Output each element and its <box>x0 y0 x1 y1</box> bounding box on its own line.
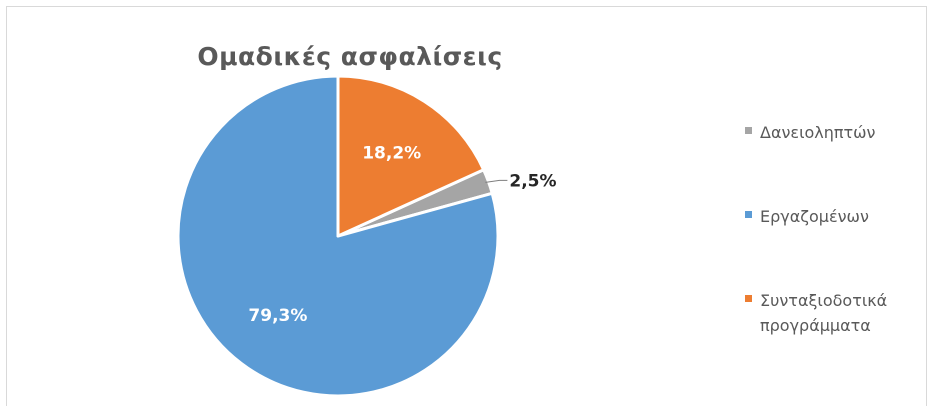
legend-item-borrowers: Δανειοληπτών <box>745 120 910 145</box>
data-label-pension-programs: 18,2% <box>362 144 421 164</box>
legend-item-employees: Εργαζομένων <box>745 204 910 229</box>
pie-slice-employees <box>176 74 500 398</box>
pie-data-labels: 2,5% 79,3% 18,2% <box>248 144 556 326</box>
pie-chart: 2,5% 79,3% 18,2% <box>176 74 557 398</box>
legend-swatch-pension-programs <box>745 295 752 302</box>
chart-title: Ομαδικές ασφαλίσεις <box>197 42 503 71</box>
legend-label-employees: Εργαζομένων <box>760 207 869 226</box>
legend-item-pension-programs: Συνταξιοδοτικά προγράμματα <box>745 288 910 338</box>
legend-swatch-borrowers <box>745 127 752 134</box>
data-label-borrowers: 2,5% <box>509 171 556 191</box>
data-label-employees: 79,3% <box>248 306 307 326</box>
pie-slice-pension-programs <box>336 74 486 238</box>
leader-line-borrowers <box>485 179 508 183</box>
legend-swatch-employees <box>745 211 752 218</box>
pie-slices <box>176 74 500 398</box>
legend-label-pension-programs: Συνταξιοδοτικά προγράμματα <box>760 291 888 335</box>
legend-label-borrowers: Δανειοληπτών <box>760 123 876 142</box>
